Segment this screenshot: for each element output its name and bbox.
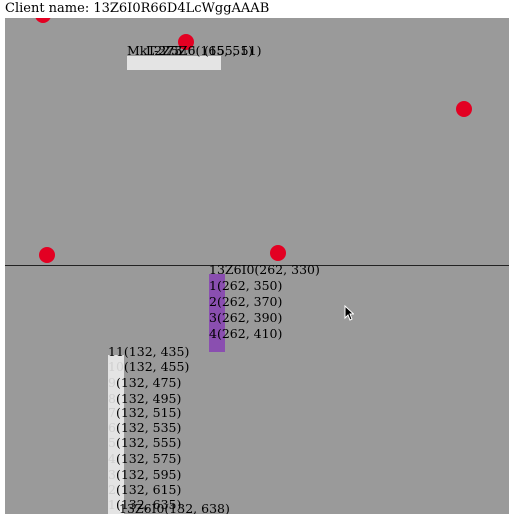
left-stack-coord: (132, 595) [115, 467, 182, 482]
left-stack-number: 10 [108, 359, 124, 374]
left-stack-coord: (132, 455) [123, 359, 190, 374]
center-stack-label: 4(262, 410) [209, 326, 283, 341]
left-stack-label: 9(132, 475) [108, 376, 181, 390]
left-stack-number: 9 [108, 375, 116, 390]
center-stack-label: 1(262, 350) [209, 278, 283, 293]
client-name-label: Client name: 13Z6I0R66D4LcWggAAAB [5, 1, 270, 16]
left-stack-coord: (132, 555) [115, 435, 182, 450]
left-stack-bottom-label: 13Z6I0(132, 638) [119, 501, 230, 515]
left-stack-label: 1(132, 635) [108, 498, 181, 512]
left-stack-number: 1 [108, 497, 116, 512]
left-stack-coord: (132, 615) [115, 482, 182, 497]
left-stack-number: 8 [108, 391, 116, 406]
top-overlap-label: 3Z6I0 [158, 43, 196, 58]
left-stack-number: 4 [108, 451, 116, 466]
top-overlap-label: MkT-273 [127, 43, 183, 58]
left-stack-number: 5 [108, 435, 116, 450]
game-canvas[interactable]: MkT-273 L2Z5Z6(165, 51) (155, 51) 3Z6I0 … [5, 18, 509, 514]
left-stack-label: 4(132, 575) [108, 452, 181, 466]
left-stack-number: 11 [108, 344, 124, 359]
player-dot [178, 34, 194, 50]
left-stack-label: 11(132, 435) [108, 345, 189, 359]
left-stack-coord: (132, 475) [115, 375, 182, 390]
left-stack-label: 3(132, 595) [108, 468, 181, 482]
top-label-bar [127, 56, 221, 70]
center-stack-label: 13Z6I0(262, 330) [209, 262, 320, 277]
left-stack-label: 10(132, 455) [108, 360, 189, 374]
left-stack-label: 2(132, 615) [108, 483, 181, 497]
left-stack-label: 5(132, 555) [108, 436, 181, 450]
left-stack-coord: (132, 515) [115, 405, 182, 420]
left-stack-coord: (132, 535) [115, 420, 182, 435]
player-dot [270, 245, 286, 261]
player-dot [35, 18, 51, 23]
left-stack-coord: (132, 635) [115, 497, 182, 512]
left-stack-label: 6(132, 535) [108, 421, 181, 435]
left-stack-label: 8(132, 495) [108, 392, 181, 406]
left-stack-coord: (132, 435) [123, 344, 190, 359]
left-stack-bar [108, 355, 124, 514]
left-stack-coord: (132, 495) [115, 391, 182, 406]
left-stack-coord: (132, 575) [115, 451, 182, 466]
divider-line [5, 265, 509, 266]
player-dot [39, 247, 55, 263]
center-stack-bar [209, 274, 225, 352]
left-stack-label: 7(132, 515) [108, 406, 181, 420]
left-stack-number: 3 [108, 467, 116, 482]
center-stack-label: 3(262, 390) [209, 310, 283, 325]
player-dot [456, 101, 472, 117]
left-stack-number: 6 [108, 420, 116, 435]
center-stack-label: 2(262, 370) [209, 294, 283, 309]
top-overlap-label: L2Z5Z6(165, 51) [146, 43, 253, 58]
left-stack-number: 7 [108, 405, 116, 420]
top-overlap-label: (155, 51) [204, 43, 262, 58]
left-stack-number: 2 [108, 482, 116, 497]
mouse-cursor-icon [344, 305, 354, 321]
